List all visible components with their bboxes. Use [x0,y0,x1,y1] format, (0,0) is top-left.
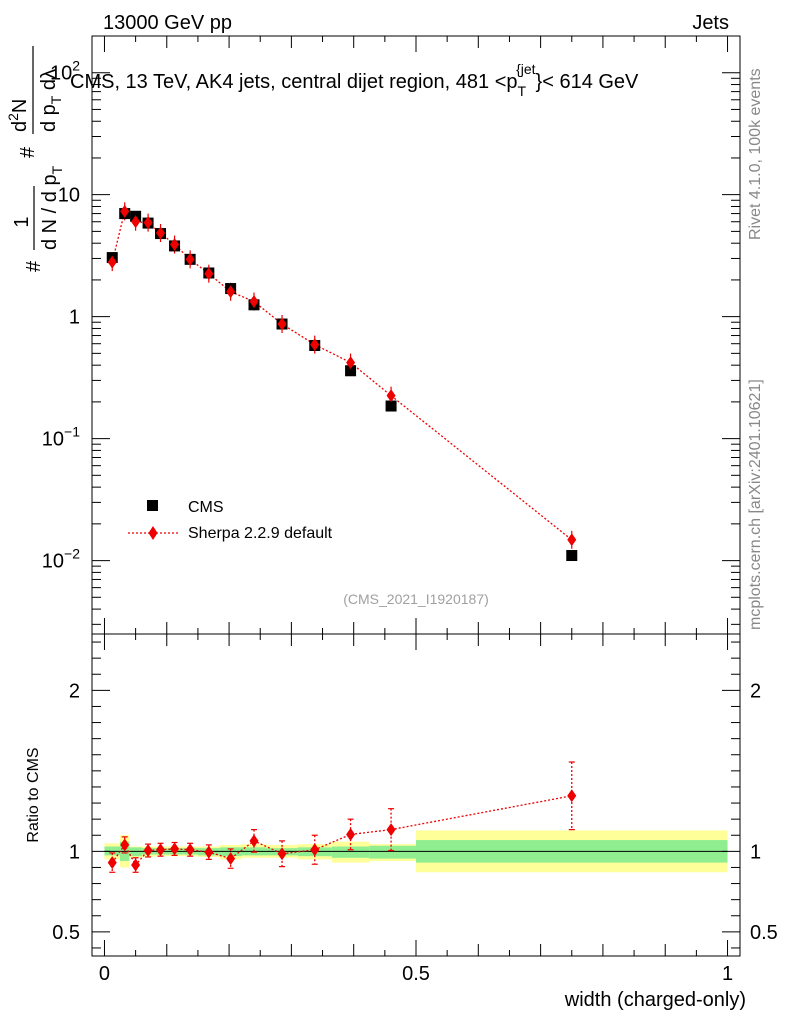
sherpa-point [143,216,153,230]
main-ytick-label-exp: 2 [72,58,80,74]
ylabel-hash1: # [23,260,45,272]
sherpa-point [249,295,259,309]
cms-point [345,365,357,377]
svg-text:#: # [17,146,39,158]
ratio-ytick-label-left: 1 [69,841,80,863]
title-main: CMS, 13 TeV, AK4 jets, central dijet reg… [70,71,518,93]
svg-text:d pT dλ: d pT dλ [38,69,64,132]
chart-title: CMS, 13 TeV, AK4 jets, central dijet reg… [70,61,639,99]
ratio-sherpa-point [156,843,166,857]
legend-cms-marker [147,500,158,511]
ratio-xtick-label: 1 [722,963,733,985]
ratio-sherpa-point [131,858,141,872]
main-ytick-label-base: 10 [50,63,72,85]
ylabel-frac-den-sub: T [48,95,64,104]
ratio-sherpa-point [249,834,259,848]
ylabel-frac-sup: 2 [5,113,21,121]
sherpa-point [226,285,236,299]
sherpa-point [386,389,396,403]
ratio-xtick-label: 0.5 [402,963,430,985]
ylabel-den-sub: T [49,165,65,174]
main-ytick-label-exp: −1 [64,424,80,440]
sherpa-point [310,338,320,352]
sherpa-point [170,238,180,252]
sherpa-point [567,533,577,547]
svg-text:d2N: d2N [5,99,31,132]
sherpa-point [156,226,166,240]
ratio-ytick-label-right: 0.5 [750,922,778,944]
analysis-watermark: (CMS_2021_I1920187) [343,591,489,607]
main-ytick-label: 102 [50,58,80,85]
header-category: Jets [692,12,729,34]
legend-sherpa-marker [148,526,158,540]
main-frame [91,35,741,635]
ratio-ytick-label-right: 2 [750,680,761,702]
main-ytick-label: 1 [69,307,80,329]
cms-point [385,400,397,412]
ylabel-hash2: # [17,146,39,158]
main-ytick-label-base: 10 [58,185,80,207]
main-ytick-label-base: 10 [42,429,64,451]
ratio-ytick-label-right: 1 [750,841,761,863]
ratio-band-inner [331,846,370,858]
ratio-sherpa-point [204,845,214,859]
ratio-sherpa-point [170,842,180,856]
ratio-sherpa-point [107,856,117,870]
sherpa-point [346,356,356,370]
title-sub: T [518,83,527,99]
mcplots-label: mcplots.cern.ch [arXiv:2401.10621] [747,379,764,630]
ratio-sherpa-point [120,838,130,852]
main-ytick-label-base: 10 [42,551,64,573]
ratio-xtick-label: 0 [99,963,110,985]
ratio-ytick-label-left: 0.5 [52,922,80,944]
sherpa-point [277,317,287,331]
rivet-label: Rivet 4.1.0, 100k events [747,68,764,240]
title-sup: {jet [516,61,536,77]
svg-text:d N / d pT: d N / d pT [39,165,65,250]
sherpa-point [107,255,117,269]
main-ylabel: # 1 d N / d pT # d2N d pT dλ [5,46,65,272]
ylabel-frac-den: d p [38,104,60,132]
main-ytick-label-base: 1 [69,307,80,329]
ratio-ylabel: Ratio to CMS [25,747,42,842]
cms-point [566,550,578,562]
sherpa-point [204,267,214,281]
ratio-sherpa-point [277,847,287,861]
ratio-sherpa-point [185,843,195,857]
main-ytick-label: 10−1 [42,424,80,451]
header-energy: 13000 GeV pp [103,12,232,34]
ratio-sherpa-point [143,844,153,858]
ratio-sherpa-point [310,843,320,857]
ratio-ytick-label-left: 2 [69,680,80,702]
ratio-sherpa-point [226,852,236,866]
sherpa-point [120,204,130,218]
title-end: }< 614 GeV [536,71,640,93]
sherpa-point [185,252,195,266]
sherpa-point [131,215,141,229]
ylabel-frac-den2: dλ [38,69,60,96]
ratio-panel: 0.5 0.5 1 1 2 2 0 0.5 1 [52,633,778,985]
ylabel-frac-num: d [9,121,31,132]
legend-sherpa-label: Sherpa 2.2.9 default [188,525,333,542]
ratio-band-inner [369,845,416,859]
ratio-sherpa-point [386,823,396,837]
legend-cms-label: CMS [188,499,224,516]
sherpa-line [111,210,573,541]
ylabel-frac-num2: N [9,99,31,113]
main-ytick-label: 10−2 [42,546,80,573]
main-ytick-label: 10 [58,185,80,207]
svg-text:#: # [23,260,45,272]
legend: CMS Sherpa 2.2.9 default [128,499,333,542]
main-ytick-label-exp: −2 [64,546,80,562]
ratio-sherpa-point [567,789,577,803]
ylabel-den: d N / d p [39,174,61,250]
ratio-xlabel: width (charged-only) [564,989,746,1011]
ratio-frame [91,633,741,957]
ylabel-one: 1 [11,216,33,227]
ratio-sherpa-point [346,827,356,841]
